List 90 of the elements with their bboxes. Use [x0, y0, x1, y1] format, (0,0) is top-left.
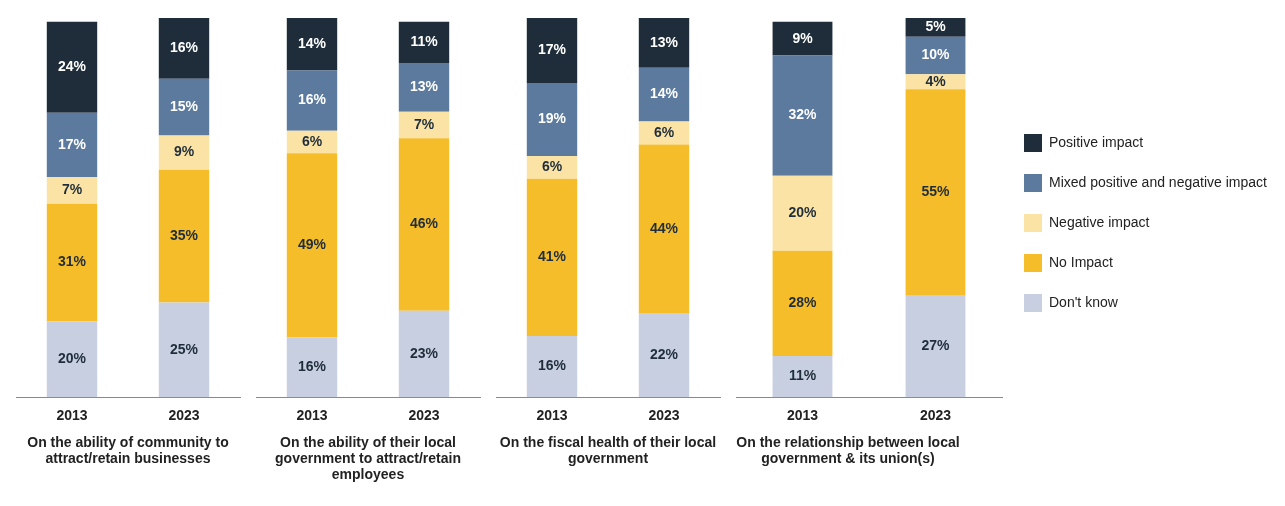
bar	[905, 89, 966, 296]
data-label: 10%	[921, 46, 951, 63]
data-label: 6%	[541, 158, 563, 175]
bar	[526, 18, 578, 84]
x-axis-title: On the ability of community to attract/retain businesses	[26, 434, 230, 466]
data-label: 28%	[788, 294, 818, 311]
bar	[286, 70, 338, 131]
bar	[638, 18, 690, 68]
bar	[526, 178, 578, 336]
bar	[46, 321, 98, 398]
x-tick-label: 2013	[56, 407, 88, 424]
data-label: 16%	[297, 358, 327, 375]
bar	[638, 144, 690, 313]
bar	[286, 18, 338, 71]
bar	[638, 67, 690, 122]
data-label: 9%	[173, 143, 195, 160]
bar	[772, 355, 833, 398]
bar	[398, 310, 450, 398]
data-label: 49%	[297, 236, 327, 252]
data-label: 35%	[169, 226, 199, 243]
bar	[772, 21, 833, 56]
legend-label: Negative impact	[1049, 213, 1150, 230]
bar	[905, 295, 966, 398]
data-label: 25%	[169, 340, 199, 357]
data-label: 46%	[409, 215, 439, 232]
data-label: 16%	[537, 357, 567, 374]
bar	[158, 169, 210, 303]
bar	[46, 21, 98, 113]
data-label: 44%	[649, 219, 679, 236]
bar	[286, 337, 338, 398]
data-label: 32%	[788, 106, 818, 123]
data-label: 15%	[169, 97, 199, 114]
x-tick-label: 2013	[786, 407, 819, 424]
data-label: 31%	[57, 253, 87, 270]
legend-label: Don't know	[1049, 293, 1119, 310]
bar	[286, 153, 338, 338]
x-tick-label: 2013	[296, 407, 328, 424]
data-label: 41%	[537, 248, 567, 265]
bar	[158, 135, 210, 170]
data-label: 7%	[413, 115, 435, 132]
x-tick-label: 2023	[919, 407, 952, 424]
legend-label: Positive impact	[1049, 133, 1144, 150]
data-label: 16%	[297, 91, 327, 108]
bar	[46, 112, 98, 178]
data-label: 24%	[57, 58, 87, 75]
x-tick-label: 2023	[408, 407, 440, 424]
bar	[526, 83, 578, 156]
data-label: 17%	[57, 135, 87, 152]
bar	[638, 312, 690, 398]
data-label: 16%	[169, 39, 199, 56]
data-label: 6%	[653, 123, 675, 140]
data-label: 11%	[788, 367, 817, 384]
data-label: 14%	[649, 85, 679, 102]
bar	[46, 203, 98, 322]
x-tick-label: 2013	[536, 407, 568, 424]
bar	[398, 63, 450, 112]
data-label: 14%	[297, 35, 327, 52]
data-label: 19%	[537, 110, 567, 127]
bar	[772, 250, 833, 356]
data-label: 17%	[537, 41, 567, 58]
bar	[398, 138, 450, 311]
data-label: 7%	[61, 181, 83, 198]
data-label: 55%	[921, 183, 951, 200]
x-tick-label: 2023	[168, 407, 200, 424]
data-label: 9%	[792, 29, 814, 46]
data-label: 11%	[410, 33, 439, 50]
bar	[158, 78, 210, 136]
bar	[772, 55, 833, 176]
x-tick-label: 2023	[648, 407, 680, 424]
data-label: 27%	[921, 337, 951, 354]
legend-label: Mixed positive and negative impact	[1049, 173, 1268, 190]
data-label: 13%	[649, 33, 679, 50]
data-label: 6%	[301, 132, 323, 149]
bar	[158, 18, 210, 79]
bar	[46, 177, 98, 204]
data-label: 23%	[409, 344, 439, 361]
bar	[398, 21, 450, 64]
legend-label: No Impact	[1049, 253, 1113, 270]
data-label: 4%	[925, 72, 947, 89]
data-label: 20%	[788, 204, 818, 221]
x-axis-title: On the ability of their local government to attract/retain employees	[274, 434, 462, 482]
data-label: 5%	[925, 18, 947, 35]
data-label: 22%	[649, 345, 679, 362]
x-axis-title: On the fiscal health of their local government	[498, 434, 718, 466]
data-label: 13%	[409, 78, 439, 95]
data-label: 20%	[57, 350, 87, 367]
bar	[158, 302, 210, 398]
x-axis-title: On the relationship between local government & its union(s)	[735, 434, 961, 466]
bar	[526, 335, 578, 398]
bar	[772, 175, 833, 251]
